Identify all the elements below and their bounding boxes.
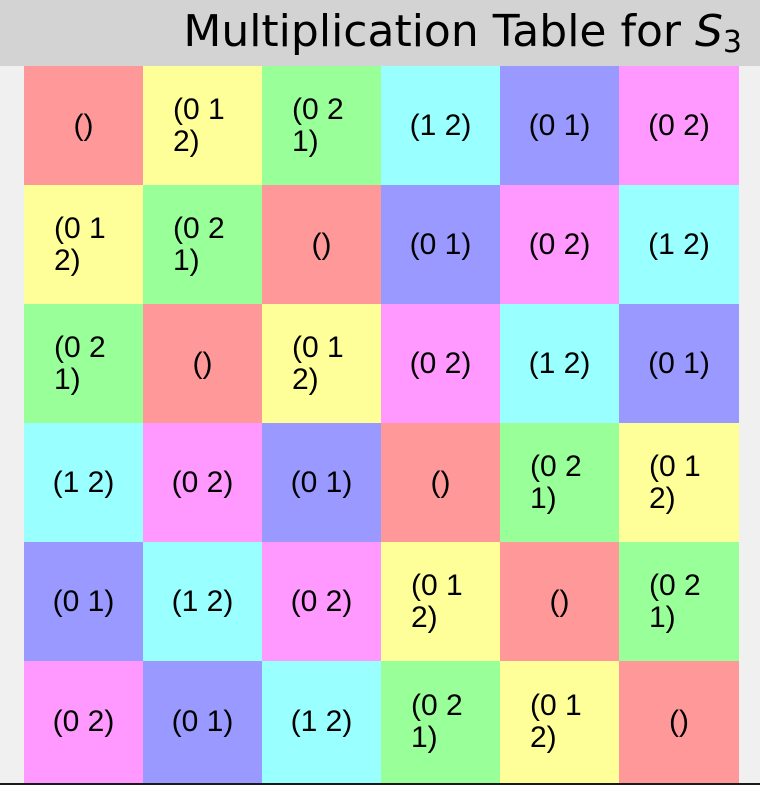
cell-label: (1 2) (528, 346, 591, 380)
cell-label: (0 2 1) (411, 689, 463, 754)
cell-label: (0 2) (171, 465, 234, 499)
table-cell: (0 1 2) (262, 304, 381, 423)
group-subscript: 3 (722, 25, 742, 60)
table-cell: (0 1 2) (143, 66, 262, 185)
cell-label: (0 1) (409, 227, 472, 261)
table-cell: (0 2) (262, 542, 381, 661)
title-bar: Multiplication Table for S3 (0, 0, 760, 66)
table-cell: (0 2 1) (381, 661, 500, 783)
table-cell: (0 1) (262, 423, 381, 542)
table-cell: () (500, 542, 619, 661)
cell-label: (0 2 1) (173, 211, 225, 277)
cell-label: (1 2) (648, 227, 710, 261)
table-cell: (1 2) (619, 185, 739, 304)
cell-label: (1 2) (290, 705, 353, 738)
table-cell: () (262, 185, 381, 304)
table-cell: (0 1 2) (500, 661, 619, 783)
cell-label: () (669, 705, 689, 738)
table-cell: (0 2) (24, 661, 143, 783)
cell-label: (0 2) (290, 584, 353, 618)
table-cell: () (24, 66, 143, 185)
table-cell: (0 2 1) (619, 542, 739, 661)
cell-label: () (192, 346, 213, 380)
cell-label: (0 2) (52, 705, 115, 738)
table-cell: (0 2) (143, 423, 262, 542)
cell-label: () (430, 465, 451, 499)
cell-label: (0 2 1) (292, 92, 344, 158)
cell-label: (0 2 1) (54, 330, 106, 396)
cell-label: (0 1) (528, 108, 591, 142)
table-cell: (0 2) (500, 185, 619, 304)
table-cell: (0 2 1) (500, 423, 619, 542)
table-cell: (0 1) (619, 304, 739, 423)
table-cell: () (619, 661, 739, 783)
cell-label: (0 1 2) (530, 689, 582, 754)
cell-label: (1 2) (409, 108, 472, 142)
table-cell: (1 2) (262, 661, 381, 783)
table-cell: (0 2 1) (24, 304, 143, 423)
cell-label: () (311, 227, 332, 261)
cell-label: (0 2) (528, 227, 591, 261)
cell-label: () (73, 108, 94, 142)
cell-label: (0 1 2) (54, 211, 106, 277)
cell-label: (0 1 2) (292, 330, 344, 396)
cell-label: (0 1) (52, 584, 115, 618)
cell-label: (0 2) (409, 346, 472, 380)
table-cell: (0 2) (381, 304, 500, 423)
cell-label: (0 2) (648, 108, 710, 142)
group-symbol: S (694, 6, 723, 57)
table-cell: (0 1) (143, 661, 262, 783)
table-cell: (0 2 1) (262, 66, 381, 185)
table-cell: (0 1 2) (24, 185, 143, 304)
title-text: Multiplication Table for (183, 6, 695, 57)
table-cell: (1 2) (500, 304, 619, 423)
page-title: Multiplication Table for S3 (183, 4, 742, 60)
table-cell: (0 1) (24, 542, 143, 661)
multiplication-table: () (0 1 2) (0 2 1) (1 2) (0 1) (0 2) (0 1 2) (0… (24, 66, 739, 783)
table-cell: (1 2) (24, 423, 143, 542)
cell-label: (1 2) (52, 465, 115, 499)
cell-label: (0 1) (290, 465, 353, 499)
table-cell: (1 2) (381, 66, 500, 185)
cell-label: (0 1 2) (649, 449, 701, 515)
table-cell: (0 1 2) (381, 542, 500, 661)
cell-label: (0 2 1) (649, 568, 701, 634)
cell-label: (0 1 2) (411, 568, 463, 634)
cell-label: (0 1) (648, 346, 710, 380)
cell-label: () (549, 584, 570, 618)
table-cell: (1 2) (143, 542, 262, 661)
table-cell: (0 1) (381, 185, 500, 304)
table-cell: (0 2) (619, 66, 739, 185)
cell-label: (1 2) (171, 584, 234, 618)
table-cell: (0 2 1) (143, 185, 262, 304)
table-cell: () (143, 304, 262, 423)
table-cell: () (381, 423, 500, 542)
cell-label: (0 1) (171, 705, 234, 738)
cell-label: (0 1 2) (173, 92, 225, 158)
bottom-divider (0, 783, 760, 785)
cell-label: (0 2 1) (530, 449, 582, 515)
table-cell: (0 1 2) (619, 423, 739, 542)
table-cell: (0 1) (500, 66, 619, 185)
